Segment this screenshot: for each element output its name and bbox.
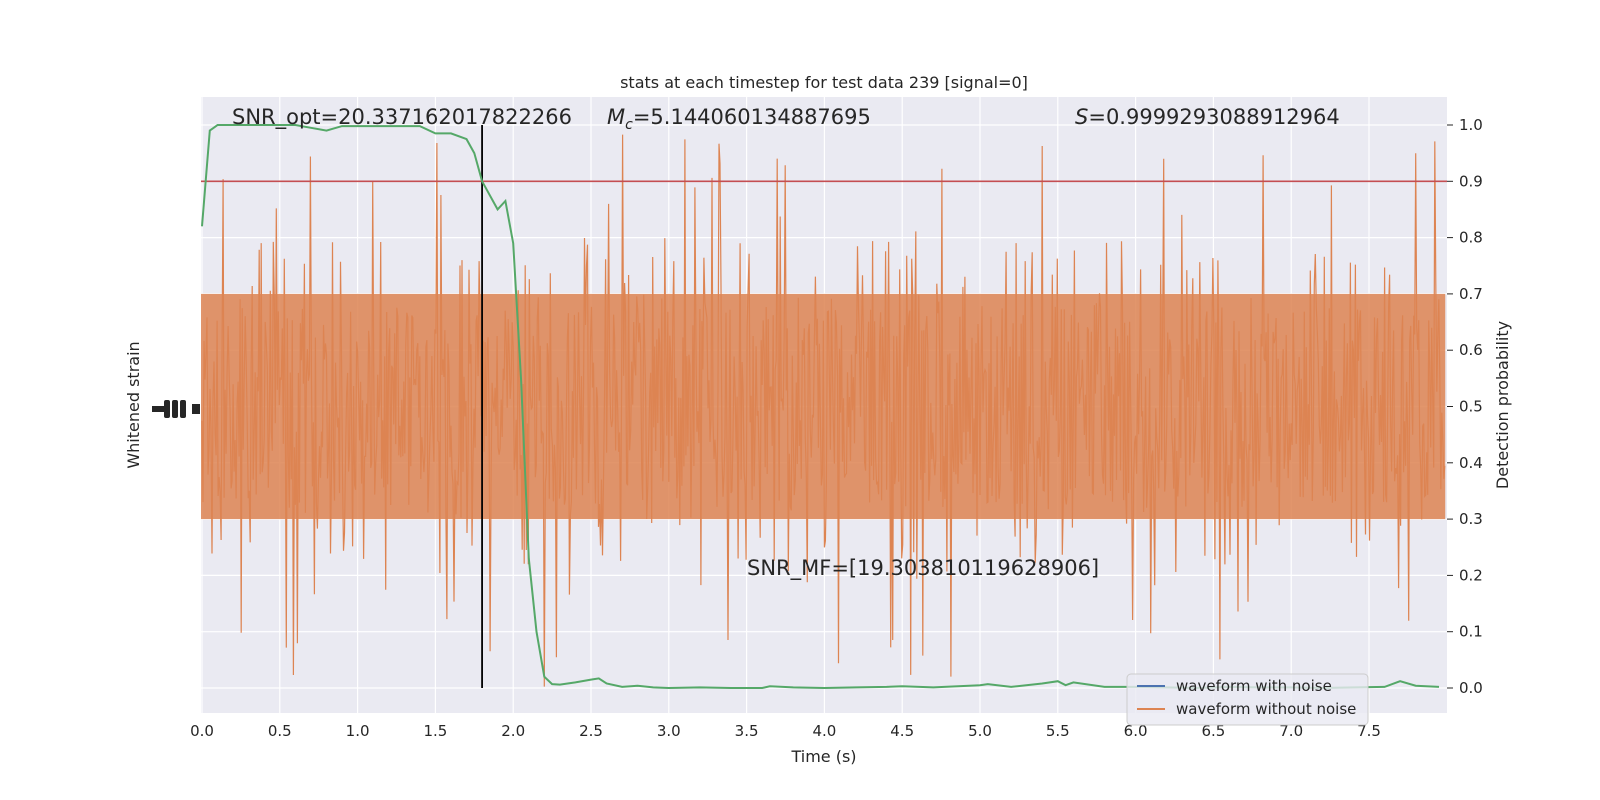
y-tick-labels: 0.0 0.1 0.2 0.3 0.4 0.5 0.6 0.7 0.8 0.9 1.0	[1447, 116, 1483, 697]
x-tick-label: 3.0	[657, 722, 681, 740]
x-tick-label: 0.0	[190, 722, 214, 740]
y-tick-label: 0.8	[1459, 229, 1483, 247]
annotation-s-value: =0.9999293088912964	[1088, 105, 1339, 129]
annotation-s-symbol: S	[1075, 105, 1088, 129]
legend: waveform with noise waveform without noi…	[1126, 673, 1369, 726]
legend-label-without-noise: waveform without noise	[1176, 700, 1356, 718]
annotation-chirp-mass-subscript: c	[625, 117, 633, 133]
y-tick-label: 1.0	[1459, 116, 1483, 134]
annotation-chirp-mass: Mc=5.144060134887695	[607, 105, 871, 133]
x-tick-label: 1.5	[423, 722, 447, 740]
x-tick-label: 5.0	[968, 722, 992, 740]
annotation-snr-opt: SNR_opt=20.337162017822266	[232, 105, 572, 130]
x-tick-label: 0.5	[268, 722, 292, 740]
annotation-chirp-mass-symbol: M	[607, 105, 625, 129]
x-tick-label: 4.5	[890, 722, 914, 740]
legend-box	[1126, 673, 1369, 726]
noise-dense-core	[201, 293, 1446, 520]
y-tick-label: 0.9	[1459, 172, 1483, 190]
annotation-s: S=0.9999293088912964	[1075, 105, 1340, 129]
x-tick-label: 7.0	[1279, 722, 1303, 740]
x-tick-label: 1.0	[346, 722, 370, 740]
x-tick-label: 4.0	[812, 722, 836, 740]
legend-label-with-noise: waveform with noise	[1176, 677, 1332, 695]
x-axis-label: Time (s)	[790, 747, 856, 766]
y-tick-label: 0.7	[1459, 285, 1483, 303]
y-axis-label-left: Whitened strain	[124, 341, 143, 468]
y-axis-label-right: Detection probability	[1493, 321, 1512, 489]
annotation-snr-mf: SNR_MF=[19.303810119628906]	[747, 556, 1099, 581]
y-tick-label: 0.1	[1459, 623, 1483, 641]
x-tick-label: 6.0	[1124, 722, 1148, 740]
annotation-chirp-mass-value: =5.144060134887695	[633, 105, 871, 129]
noise-waveform-band	[201, 134, 1446, 687]
x-tick-label: 6.5	[1201, 722, 1225, 740]
chart-title: stats at each timestep for test data 239…	[620, 73, 1028, 92]
y-tick-label: 0.5	[1459, 398, 1483, 416]
y-tick-label: 0.6	[1459, 341, 1483, 359]
x-tick-label: 5.5	[1046, 722, 1070, 740]
y-tick-label: 0.2	[1459, 566, 1483, 584]
y-tick-label: 0.4	[1459, 454, 1483, 472]
x-tick-label: 2.0	[501, 722, 525, 740]
x-tick-label: 2.5	[579, 722, 603, 740]
x-tick-labels: 0.0 0.5 1.0 1.5 2.0 2.5 3.0 3.5 4.0 4.5 5.0 5.5 6.0 6…	[190, 722, 1381, 740]
x-tick-label: 7.5	[1357, 722, 1381, 740]
left-axis-tick-clutter	[152, 400, 200, 418]
y-tick-label: 0.3	[1459, 510, 1483, 528]
y-tick-label: 0.0	[1459, 679, 1483, 697]
x-tick-label: 3.5	[735, 722, 759, 740]
